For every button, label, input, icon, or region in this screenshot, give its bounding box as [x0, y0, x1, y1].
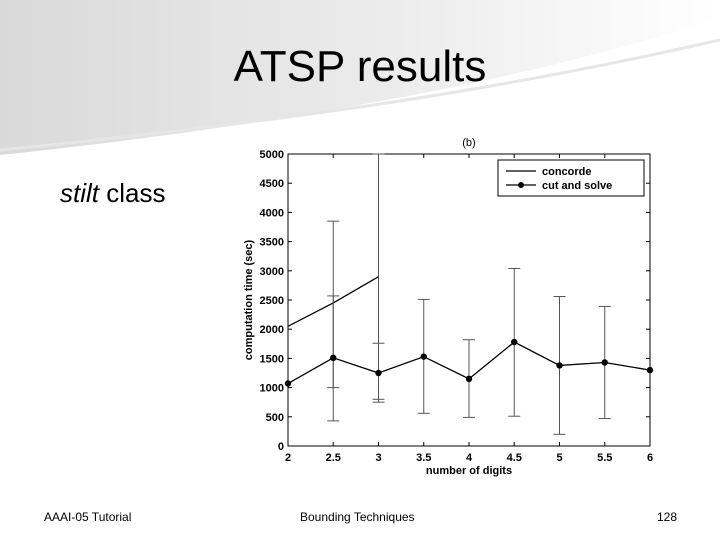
x-tick-label: 6 — [647, 452, 653, 464]
y-tick-label: 5000 — [260, 149, 284, 161]
x-tick-label: 5.5 — [597, 452, 612, 464]
cut-and-solve-point — [646, 366, 654, 374]
y-tick-label: 4000 — [260, 207, 284, 219]
cut-and-solve-point — [375, 369, 382, 377]
x-tick-label: 3.5 — [416, 452, 431, 464]
subtitle-rest: class — [99, 178, 166, 208]
subtitle-emphasis: stilt — [60, 178, 99, 208]
cut-and-solve-point — [420, 353, 427, 360]
legend-label-concorde: concorde — [542, 166, 592, 178]
y-tick-label: 500 — [266, 412, 284, 424]
slide-subtitle: stilt class — [60, 178, 165, 209]
y-tick-label: 3500 — [260, 237, 284, 249]
x-tick-label: 4.5 — [507, 452, 522, 464]
legend-marker-cut-and-solve — [518, 182, 524, 188]
background-swoosh — [0, 0, 720, 155]
y-tick-label: 3000 — [260, 266, 284, 278]
x-tick-label: 5 — [556, 452, 562, 464]
y-tick-label: 4500 — [260, 178, 284, 190]
x-tick-label: 3 — [375, 452, 381, 464]
y-tick-label: 0 — [278, 441, 284, 453]
atsp-chart: (b) 2 2.5 3 3.5 4 4.5 5 5.5 6 0 500 1000 1500 2000 2500… — [236, 126, 666, 482]
footer-page-number: 128 — [657, 510, 678, 524]
legend-label-cut-and-solve: cut and solve — [542, 180, 612, 192]
y-axis-label: computation time (sec) — [243, 239, 255, 360]
legend-box — [497, 159, 645, 197]
cut-and-solve-point — [601, 359, 608, 366]
y-tick-label: 2500 — [260, 295, 284, 307]
y-tick-label: 1000 — [260, 383, 284, 395]
x-axis-label: number of digits — [426, 465, 512, 477]
x-tick-label: 2.5 — [326, 452, 341, 464]
cut-and-solve-point — [556, 362, 563, 369]
slide-title: ATSP results — [233, 42, 487, 91]
y-tick-label: 1500 — [260, 353, 284, 365]
y-tick-label: 2000 — [260, 324, 284, 336]
cut-and-solve-point — [284, 380, 292, 387]
footer-center: Bounding Techniques — [300, 510, 415, 524]
cut-and-solve-point — [465, 375, 473, 383]
chart-title: (b) — [462, 137, 475, 149]
x-tick-label: 2 — [285, 452, 291, 464]
x-tick-label: 4 — [466, 452, 473, 464]
cut-and-solve-point — [511, 338, 518, 346]
cut-and-solve-point — [330, 354, 337, 362]
footer-left: AAAI-05 Tutorial — [44, 510, 132, 524]
